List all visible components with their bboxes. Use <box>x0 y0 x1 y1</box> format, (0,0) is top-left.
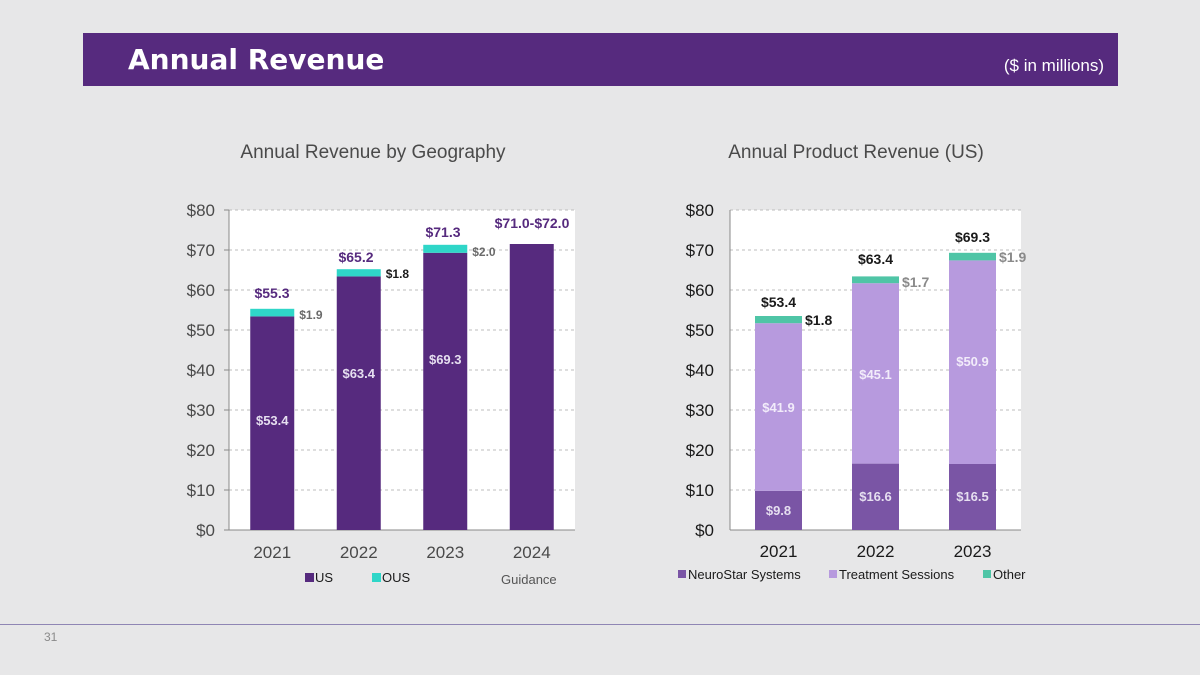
total-label: $71.3 <box>425 224 460 240</box>
legend-treatment-label: Treatment Sessions <box>839 567 955 582</box>
y-tick-label: $20 <box>187 441 215 460</box>
y-tick-label: $30 <box>187 401 215 420</box>
bar-other <box>949 252 996 261</box>
legend-label-ous: OUS <box>382 570 411 585</box>
y-tick-label: $80 <box>686 201 714 220</box>
bar-treatment <box>949 260 996 464</box>
y-tick-label: $30 <box>686 401 714 420</box>
legend-treatment-swatch <box>829 570 837 578</box>
x-tick-label: 2023 <box>954 542 992 561</box>
product-chart-title: Annual Product Revenue (US) <box>728 142 984 163</box>
y-tick-label: $70 <box>187 241 215 260</box>
ous-value-label: $2.0 <box>472 245 496 259</box>
other-value-label: $1.9 <box>999 249 1026 265</box>
page-number: 31 <box>44 630 58 644</box>
x-tick-label: 2021 <box>253 543 291 562</box>
us-value-label: $69.3 <box>429 352 462 367</box>
y-tick-label: $40 <box>686 361 714 380</box>
y-tick-label: $0 <box>695 521 714 540</box>
treatment-value-label: $41.9 <box>762 400 795 415</box>
bar-treatment <box>852 283 899 464</box>
geography-chart-title: Annual Revenue by Geography <box>240 142 506 163</box>
treatment-value-label: $45.1 <box>859 367 892 382</box>
x-tick-label: 2021 <box>760 542 798 561</box>
total-label: $63.4 <box>858 251 893 267</box>
legend-neurostar-label: NeuroStar Systems <box>688 567 801 582</box>
y-tick-label: $40 <box>187 361 215 380</box>
y-tick-label: $60 <box>187 281 215 300</box>
legend-swatch-ous <box>372 573 381 582</box>
bar-other <box>852 276 899 284</box>
legend-swatch-us <box>305 573 314 582</box>
neurostar-value-label: $16.6 <box>859 489 892 504</box>
bar-other <box>755 316 802 324</box>
legend-note-guidance: Guidance <box>501 572 557 587</box>
x-tick-label: 2024 <box>513 543 551 562</box>
title-bar: Annual Revenue ($ in millions) <box>83 33 1118 86</box>
x-tick-label: 2022 <box>340 543 378 562</box>
bar-ous <box>250 308 295 317</box>
treatment-value-label: $50.9 <box>956 354 989 369</box>
us-value-label: $63.4 <box>342 366 375 381</box>
other-value-label: $1.8 <box>805 312 832 328</box>
legend-other-swatch <box>983 570 991 578</box>
total-label: $55.3 <box>254 285 289 301</box>
y-tick-label: $70 <box>686 241 714 260</box>
bar-ous <box>423 244 468 253</box>
y-tick-label: $50 <box>187 321 215 340</box>
total-label: $69.3 <box>955 229 990 245</box>
legend-other-label: Other <box>993 567 1026 582</box>
ous-value-label: $1.9 <box>299 308 323 322</box>
bar-treatment <box>755 323 802 491</box>
y-tick-label: $10 <box>686 481 714 500</box>
bar-neurostar <box>852 463 899 530</box>
y-tick-label: $20 <box>686 441 714 460</box>
y-tick-label: $0 <box>196 521 215 540</box>
y-tick-label: $80 <box>187 201 215 220</box>
neurostar-value-label: $9.8 <box>766 503 791 518</box>
ous-value-label: $1.8 <box>386 267 410 281</box>
bar-us <box>509 244 554 530</box>
bar-us <box>250 316 295 530</box>
x-tick-label: 2022 <box>857 542 895 561</box>
other-value-label: $1.7 <box>902 274 929 290</box>
footer-divider <box>0 624 1200 625</box>
x-tick-label: 2023 <box>426 543 464 562</box>
total-label: $65.2 <box>338 249 373 265</box>
bar-us <box>423 252 468 531</box>
legend-label-us: US <box>315 570 333 585</box>
bar-neurostar <box>949 464 996 530</box>
bar-neurostar <box>755 490 802 530</box>
total-label: $53.4 <box>761 294 796 310</box>
y-tick-label: $10 <box>187 481 215 500</box>
total-label: $71.0-$72.0 <box>495 215 570 231</box>
units-note: ($ in millions) <box>1003 56 1104 75</box>
bar-ous <box>336 269 381 277</box>
y-tick-label: $60 <box>686 281 714 300</box>
bar-us <box>336 276 381 530</box>
slide-title: Annual Revenue <box>128 43 385 76</box>
y-tick-label: $50 <box>686 321 714 340</box>
legend-neurostar-swatch <box>678 570 686 578</box>
neurostar-value-label: $16.5 <box>956 489 989 504</box>
us-value-label: $53.4 <box>256 413 289 428</box>
